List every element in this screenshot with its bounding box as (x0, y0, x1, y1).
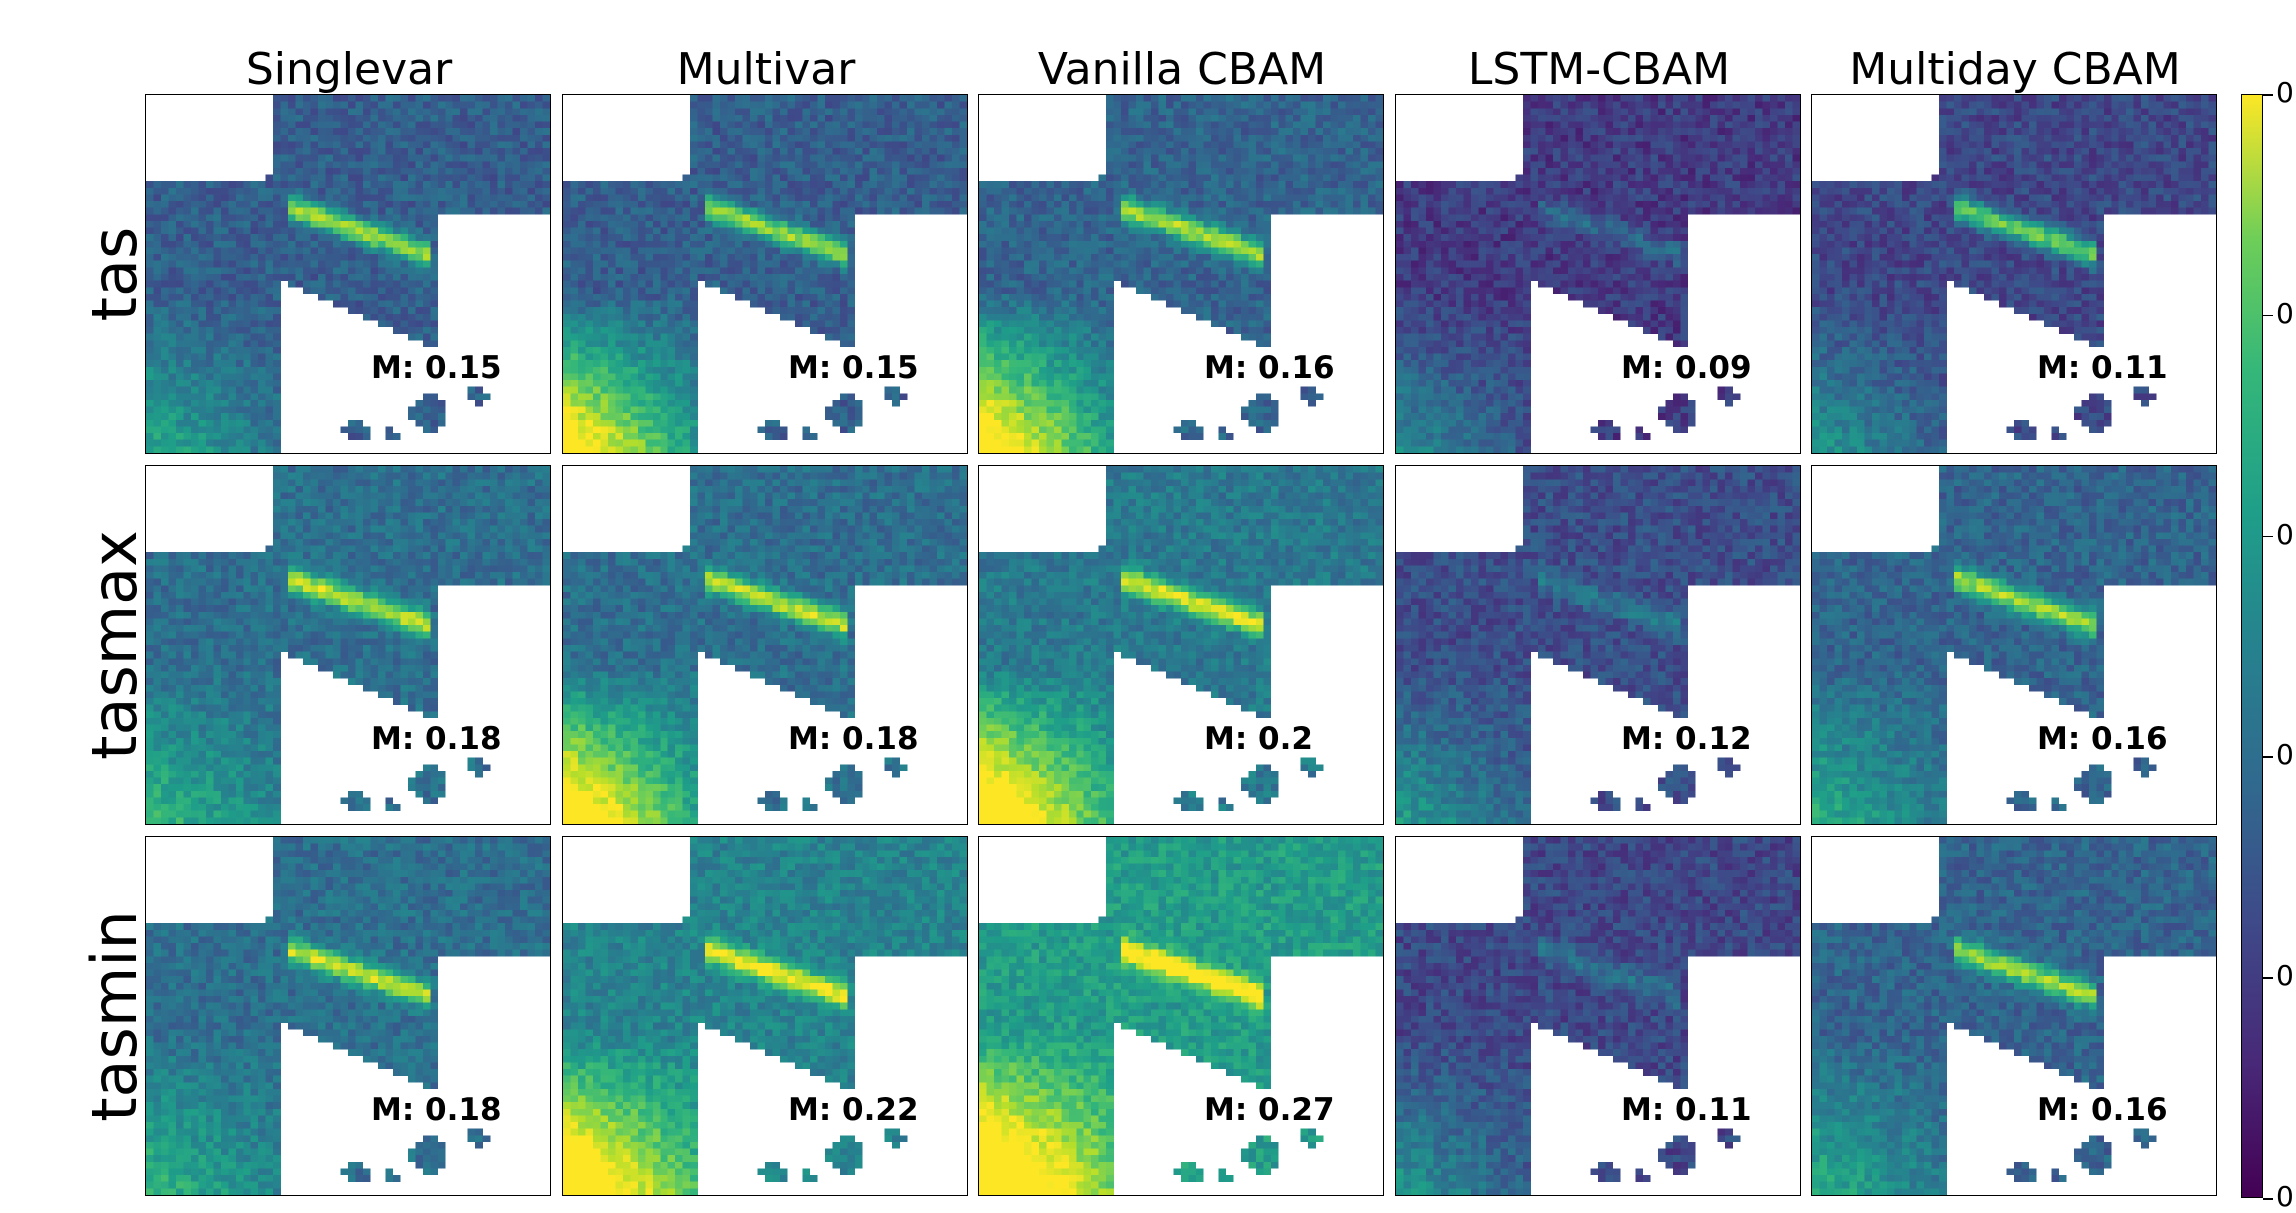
metric-label: M: 0.18 (371, 1092, 502, 1128)
heatmap-grid (563, 466, 967, 824)
heatmap-grid (146, 837, 550, 1195)
column-title: Singlevar (145, 40, 553, 100)
colorbar-tick (2263, 94, 2273, 96)
column-title: Multivar (562, 40, 970, 100)
row-label: tas (85, 159, 145, 389)
heatmap-panel: M: 0.11 (1811, 94, 2217, 454)
colorbar-tick-label: 0. (2276, 1180, 2296, 1213)
heatmap-grid (1812, 95, 2216, 453)
metric-label: M: 0.11 (2037, 350, 2168, 386)
colorbar-tick-label: 0. (2276, 518, 2296, 551)
metric-label: M: 0.15 (788, 350, 919, 386)
colorbar-tick (2263, 977, 2273, 979)
heatmap-panel: M: 0.2 (978, 465, 1384, 825)
heatmap-panel: M: 0.18 (562, 465, 968, 825)
metric-label: M: 0.18 (788, 721, 919, 757)
heatmap-grid (1396, 837, 1800, 1195)
colorbar-tick (2263, 756, 2273, 758)
heatmap-grid (146, 95, 550, 453)
heatmap-panel: M: 0.11 (1395, 836, 1801, 1196)
column-title: Vanilla CBAM (978, 40, 1386, 100)
metric-label: M: 0.22 (788, 1092, 919, 1128)
heatmap-panel: M: 0.22 (562, 836, 968, 1196)
colorbar-tick-label: 0. (2276, 76, 2296, 109)
heatmap-panel: M: 0.18 (145, 836, 551, 1196)
heatmap-panel: M: 0.16 (978, 94, 1384, 454)
metric-label: M: 0.12 (1621, 721, 1752, 757)
metric-label: M: 0.18 (371, 721, 502, 757)
heatmap-grid (563, 95, 967, 453)
heatmap-panel: M: 0.15 (562, 94, 968, 454)
heatmap-grid (146, 466, 550, 824)
row-label: tasmin (85, 901, 145, 1131)
colorbar-tick (2263, 1198, 2273, 1200)
metric-label: M: 0.16 (2037, 721, 2168, 757)
metric-label: M: 0.27 (1204, 1092, 1335, 1128)
colorbar-tick (2263, 536, 2273, 538)
heatmap-panel: M: 0.16 (1811, 836, 2217, 1196)
column-title: LSTM-CBAM (1395, 40, 1803, 100)
column-title: Multiday CBAM (1811, 40, 2219, 100)
metric-label: M: 0.16 (1204, 350, 1335, 386)
heatmap-panel: M: 0.12 (1395, 465, 1801, 825)
metric-label: M: 0.16 (2037, 1092, 2168, 1128)
row-label: tasmax (85, 530, 145, 760)
heatmap-grid (1812, 466, 2216, 824)
metric-label: M: 0.09 (1621, 350, 1752, 386)
metric-label: M: 0.2 (1204, 721, 1313, 757)
heatmap-grid (979, 466, 1383, 824)
colorbar-tick (2263, 315, 2273, 317)
colorbar-tick-label: 0. (2276, 738, 2296, 771)
colorbar (2241, 94, 2263, 1198)
heatmap-grid (563, 837, 967, 1195)
heatmap-grid (1396, 466, 1800, 824)
heatmap-panel: M: 0.09 (1395, 94, 1801, 454)
heatmap-grid (979, 95, 1383, 453)
colorbar-tick-label: 0. (2276, 959, 2296, 992)
metric-label: M: 0.11 (1621, 1092, 1752, 1128)
heatmap-panel: M: 0.16 (1811, 465, 2217, 825)
heatmap-grid (1396, 95, 1800, 453)
heatmap-panel: M: 0.27 (978, 836, 1384, 1196)
colorbar-tick-label: 0. (2276, 297, 2296, 330)
heatmap-panel: M: 0.18 (145, 465, 551, 825)
heatmap-grid (979, 837, 1383, 1195)
heatmap-panel: M: 0.15 (145, 94, 551, 454)
metric-label: M: 0.15 (371, 350, 502, 386)
heatmap-grid (1812, 837, 2216, 1195)
